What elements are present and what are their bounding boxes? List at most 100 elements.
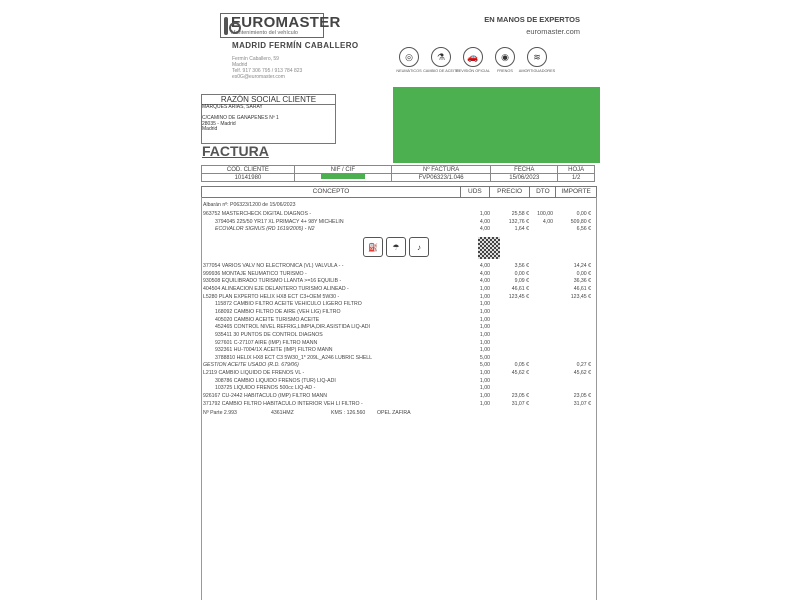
price: 45,62 € [511,370,529,377]
col-precio: PRECIO [490,187,531,197]
units: 1,00 [479,301,490,308]
service-label: AMORTIGUADORES [518,69,556,73]
document-title: FACTURA [202,143,269,159]
service-label: REVISIÓN OFICIAL [456,69,490,73]
units: 1,00 [479,393,490,400]
euromaster-logo: EUROMASTER Mantenimiento del vehículo [220,13,340,38]
redacted-nif [320,174,365,180]
discount: 4,00 [542,218,553,225]
col-concepto: CONCEPTO [202,187,462,197]
invoice-number: FVP06323/1.046 [390,173,492,182]
tire-wet-grip-label-icon: ☂ [386,237,406,257]
units: 1,00 [479,211,490,217]
concept: 371792 CAMBIO FILTRO HABITACULO INTERIOR… [203,400,363,407]
client-box: RAZÓN SOCIAL CLIENTE MARQUES ARIAS, SARA… [201,94,336,144]
concept: L5280 PLAN EXPERTO HELIX HX8 ECT C3+OEM … [203,293,340,300]
amount: 123,45 € [570,293,591,300]
units: 1,00 [479,285,490,292]
service-label: CAMBIO DE ACEITE [423,69,459,73]
header-cell: Nº FACTURA [390,165,492,174]
table-row: 452465 CONTROL NIVEL REFRIG,LIMPIA,DIR.A… [203,323,593,331]
table-row: 999936 MONTAJE NEUMATICO TURISMO - 4,00 0,… [203,270,593,278]
table-row: 927601 C-27107 AIRE (IMP) FILTRO MANN 1,0… [203,339,593,347]
amount: 14,24 € [573,263,591,269]
client-region: Madrid [202,126,218,132]
page-number: 1/2 [557,173,595,182]
concept: 935411 30 PUNTOS DE CONTROL DIAGNOS [215,331,323,338]
units: 1,00 [479,293,490,300]
units: 1,00 [479,316,490,323]
license-plate: 4361HMZ [271,410,294,416]
brand-subtitle: Mantenimiento del vehículo [231,30,298,36]
units: 1,00 [479,385,490,392]
amount: 46,61 € [573,285,591,292]
tire-noise-label-icon: ♪ [409,237,429,257]
units: 1,00 [479,331,490,338]
table-row: 3794045 225/50 YR17 XL PRIMACY 4+ 98Y MI… [203,218,593,226]
units: 1,00 [479,324,490,331]
concept: 930508 EQUILIBRADO TURISMO LLANTA >=16 E… [203,278,342,285]
amount: 23,05 € [573,393,591,400]
service-4: ≋ AMORTIGUADORES [517,47,557,74]
concept: ECOVALOR SIGNUS (RD 1619/2005) - N2 [215,226,315,233]
units: 1,00 [479,400,490,407]
table-row: 930508 EQUILIBRADO TURISMO LLANTA >=16 E… [203,277,593,285]
table-row: 115872 CAMBIO FILTRO ACEITE VEHICULO LIG… [203,300,593,308]
brand-name: EUROMASTER [231,14,341,31]
units: 4,00 [479,270,490,277]
table-row: 308786 CAMBIO LIQUIDO FRENOS (TUR) LIQ-A… [203,377,593,385]
concept: 452465 CONTROL NIVEL REFRIG,LIMPIA,DIR.A… [215,324,370,331]
table-row: 932361 HU-7004/1X ACEITE (IMP) FILTRO MA… [203,346,593,354]
price: 0,05 € [514,362,529,369]
col-uds: UDS [461,187,490,197]
units: 1,00 [479,339,490,346]
units: 5,00 [479,362,490,369]
price: 23,05 € [511,393,529,400]
table-row: 103725 LIQUIDO FRENOS 500cc LIQ-AD - 1,00 [203,384,593,392]
concept: 3794045 225/50 YR17 XL PRIMACY 4+ 98Y MI… [215,218,344,225]
price: 46,61 € [511,285,529,292]
albaran-text: Albarán nº: P06323/1200 de 15/06/2023 [203,202,296,208]
price: 3,56 € [514,263,529,269]
header-cell: HOJA [557,165,595,174]
part-number: Nº Parte 2.993 [203,410,237,416]
units: 4,00 [479,278,490,285]
table-row: 168092 CAMBIO FILTRO DE AIRE (VEH LIG) F… [203,308,593,316]
concept: 926167 CU-2442 HABITACULO (IMP) FILTRO M… [203,393,328,400]
shop-address: Fermín Caballero, 59 Madrid Telf. 917 30… [232,56,302,80]
col-importe: IMPORTE [561,188,591,195]
shock-absorber-icon: ≋ [527,47,547,67]
col-dto: DTO [530,187,557,197]
concept: 115872 CAMBIO FILTRO ACEITE VEHICULO LIG… [215,301,362,308]
price: 1,64 € [514,226,529,233]
units: 1,00 [479,377,490,384]
service-label: FRENOS [497,69,513,73]
items-body [201,197,597,600]
concept: 3788810 HELIX HX8 ECT C3 5W30_1* 209L_A2… [215,354,373,361]
units: 4,00 [479,263,490,269]
units: 5,00 [479,354,490,361]
nif-cell [293,173,392,182]
table-row: 926167 CU-2442 HABITACULO (IMP) FILTRO M… [203,392,593,400]
client-name: MARQUES ARIAS, SARAY [202,104,263,110]
table-row: L5280 PLAN EXPERTO HELIX HX8 ECT C3+OEM … [203,293,593,301]
discount: 100,00 [537,211,553,217]
amount: 509,80 € [570,218,591,225]
units: 1,00 [479,370,490,377]
address-line: Fermín Caballero, 59 [232,56,279,62]
mileage: KMS : 126.560 [331,410,366,416]
car-check-icon: 🚗 [463,47,483,67]
vehicle-model: OPEL ZAFIRA [377,410,411,416]
table-row: 935411 30 PUNTOS DE CONTROL DIAGNOS 1,00 [203,331,593,339]
table-row: ECOVALOR SIGNUS (RD 1619/2005) - N2 4,00 1… [203,225,593,233]
concept: 999936 MONTAJE NEUMATICO TURISMO - [203,270,307,277]
tire-eu-labels: ⛽ ☂ ♪ [363,237,429,257]
units: 1,00 [479,347,490,354]
brake-icon: ◉ [495,47,515,67]
price: 31,07 € [511,400,529,407]
concept: 168092 CAMBIO FILTRO DE AIRE (VEH LIG) F… [215,308,341,315]
concept: 932361 HU-7004/1X ACEITE (IMP) FILTRO MA… [215,347,333,354]
phone-line: Telf. 917 306 795 / 913 784 823 [232,68,303,74]
albaran-line: Albarán nº: P06323/1200 de 15/06/2023 [203,201,593,209]
price: 25,58 € [511,211,529,217]
